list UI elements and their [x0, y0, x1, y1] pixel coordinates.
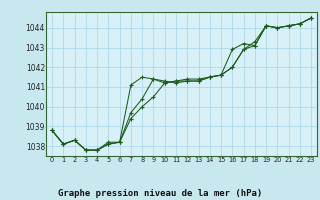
Text: Graphe pression niveau de la mer (hPa): Graphe pression niveau de la mer (hPa) [58, 189, 262, 198]
